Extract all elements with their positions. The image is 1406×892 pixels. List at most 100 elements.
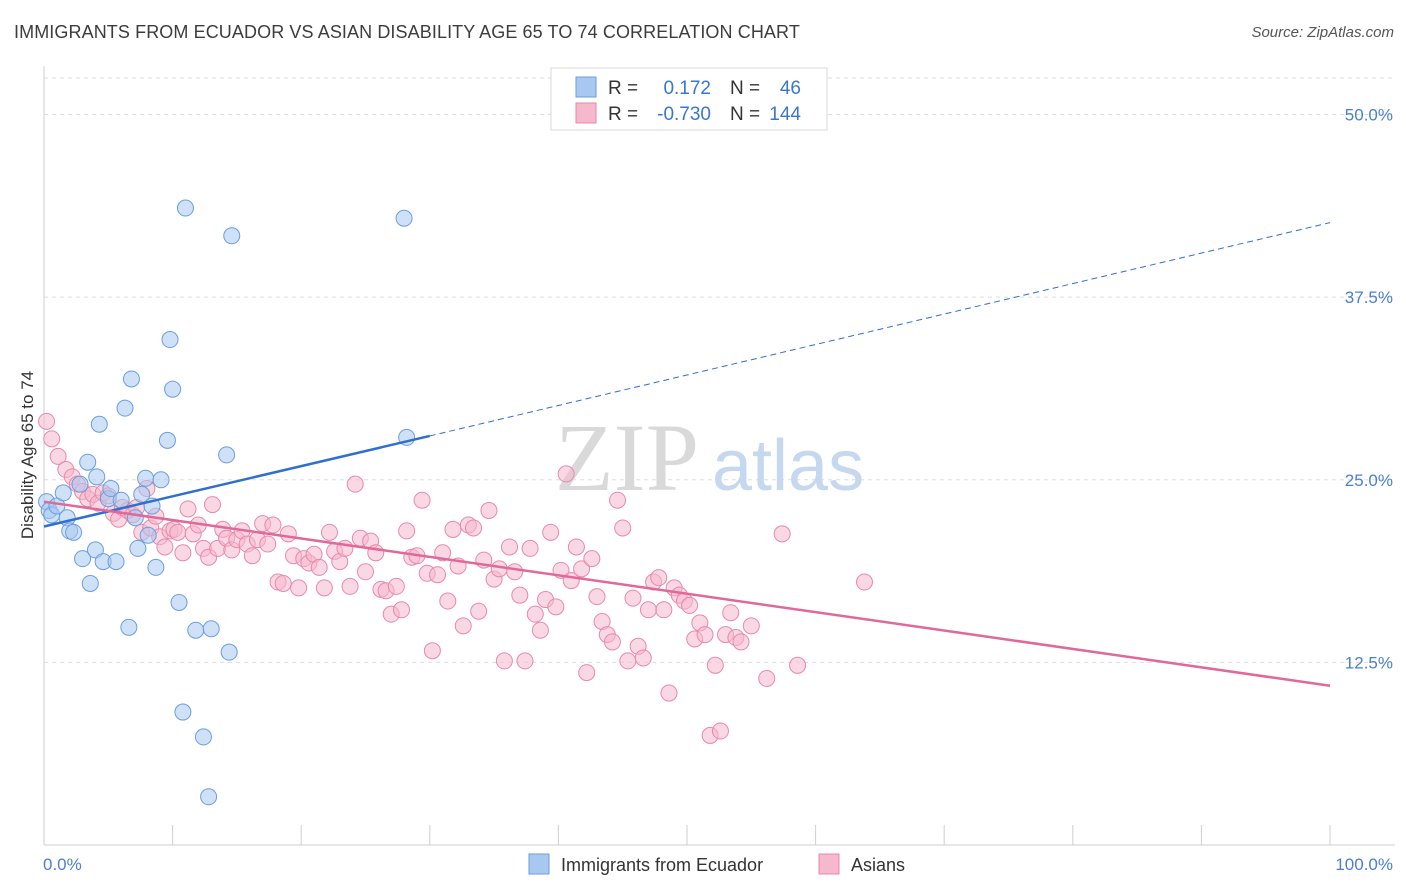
ecuador-point <box>194 728 212 746</box>
asians-point <box>511 586 529 604</box>
ecuador-point <box>161 331 179 349</box>
bottom-legend-swatch-pink <box>818 853 840 875</box>
asians-point <box>696 626 714 644</box>
grid-lines <box>44 77 1395 663</box>
legend-r-label-blue: R = <box>608 78 638 99</box>
asians-point <box>557 465 575 483</box>
ecuador-point <box>107 553 125 571</box>
asians-point <box>320 523 338 541</box>
ecuador-point <box>139 526 157 544</box>
asians-point <box>588 588 606 606</box>
y-axis-title: Disability Age 65 to 74 <box>18 371 37 539</box>
asians-point <box>501 538 519 556</box>
asians-point <box>742 617 760 635</box>
asians-point <box>315 579 333 597</box>
ecuador-point <box>54 484 72 502</box>
asians-points <box>38 412 873 744</box>
asians-point <box>465 519 483 537</box>
asians-point <box>583 550 601 568</box>
watermark: ZIP atlas <box>555 404 864 511</box>
stats-legend-box <box>550 67 828 131</box>
asians-point <box>439 592 457 610</box>
ecuador-point <box>120 618 138 636</box>
asians-point <box>156 538 174 556</box>
ecuador-point <box>81 574 99 592</box>
asians-point <box>655 601 673 619</box>
asians-point <box>429 566 447 584</box>
asians-point <box>310 558 328 576</box>
ecuador-point <box>74 550 92 568</box>
asians-point <box>526 605 544 623</box>
asians-point <box>516 652 534 670</box>
asians-point <box>624 589 642 607</box>
source-label: Source: ZipAtlas.com <box>1251 24 1394 41</box>
asians-point <box>634 649 652 667</box>
ecuador-point <box>126 509 144 527</box>
bottom-legend-swatch-blue <box>528 853 550 875</box>
ecuador-point <box>90 415 108 433</box>
legend-n-value-blue: 46 <box>780 78 801 99</box>
tick-labels: 12.5% 25.0% 37.5% 50.0% 0.0% 100.0% <box>43 106 1393 874</box>
y-tick-label: 12.5% <box>1345 653 1393 672</box>
ecuador-point <box>71 475 89 493</box>
legend-n-label-blue: N = <box>730 78 760 99</box>
asians-point <box>169 523 187 541</box>
asians-point <box>179 500 197 518</box>
ecuador-points <box>38 199 416 806</box>
axes <box>43 66 1395 846</box>
asians-point <box>542 523 560 541</box>
ecuador-point <box>395 209 413 227</box>
ecuador-trend-extension <box>429 222 1331 437</box>
asians-point <box>264 516 282 534</box>
y-tick-label: 25.0% <box>1345 471 1393 490</box>
asians-point <box>578 664 596 682</box>
ecuador-point <box>147 558 165 576</box>
legend-r-value-pink: -0.730 <box>657 104 711 125</box>
asians-point <box>789 656 807 674</box>
asians-point <box>444 520 462 538</box>
asians-point <box>660 684 678 702</box>
x-tick-label: 100.0% <box>1335 855 1393 874</box>
asians-point <box>706 656 724 674</box>
asians-point <box>38 412 56 430</box>
ecuador-point <box>102 480 120 498</box>
asians-point <box>290 579 308 597</box>
y-tick-label: 50.0% <box>1345 106 1393 125</box>
ecuador-point <box>152 471 170 489</box>
ecuador-point <box>200 788 218 806</box>
asians-point <box>341 577 359 595</box>
ecuador-point <box>170 593 188 611</box>
ecuador-point <box>88 468 106 486</box>
asians-point <box>413 491 431 509</box>
y-tick-label: 37.5% <box>1345 288 1393 307</box>
ecuador-point <box>223 227 241 245</box>
asians-point <box>603 633 621 651</box>
asians-trend-line <box>43 500 1331 687</box>
asians-point <box>567 538 585 556</box>
ecuador-point <box>86 541 104 559</box>
legend-r-value-blue: 0.172 <box>663 78 711 99</box>
asians-point <box>398 522 416 540</box>
ecuador-point <box>220 643 238 661</box>
asians-point <box>454 617 472 635</box>
asians-point <box>855 573 873 591</box>
ecuador-point <box>174 703 192 721</box>
asians-point <box>346 475 364 493</box>
watermark-zip: ZIP <box>555 404 699 511</box>
asians-point <box>732 633 750 651</box>
asians-point <box>531 621 549 639</box>
x-tick-label: 0.0% <box>43 855 82 874</box>
asians-point <box>387 577 405 595</box>
trend-lines <box>43 222 1331 687</box>
asians-point <box>259 535 277 553</box>
ecuador-point <box>129 539 147 557</box>
asians-point <box>393 601 411 619</box>
asians-point <box>506 563 524 581</box>
ecuador-point <box>187 621 205 639</box>
asians-point <box>722 604 740 622</box>
watermark-atlas: atlas <box>712 426 864 506</box>
asians-point <box>49 447 67 465</box>
asians-point <box>758 669 776 687</box>
asians-point <box>274 574 292 592</box>
asians-point <box>279 525 297 543</box>
